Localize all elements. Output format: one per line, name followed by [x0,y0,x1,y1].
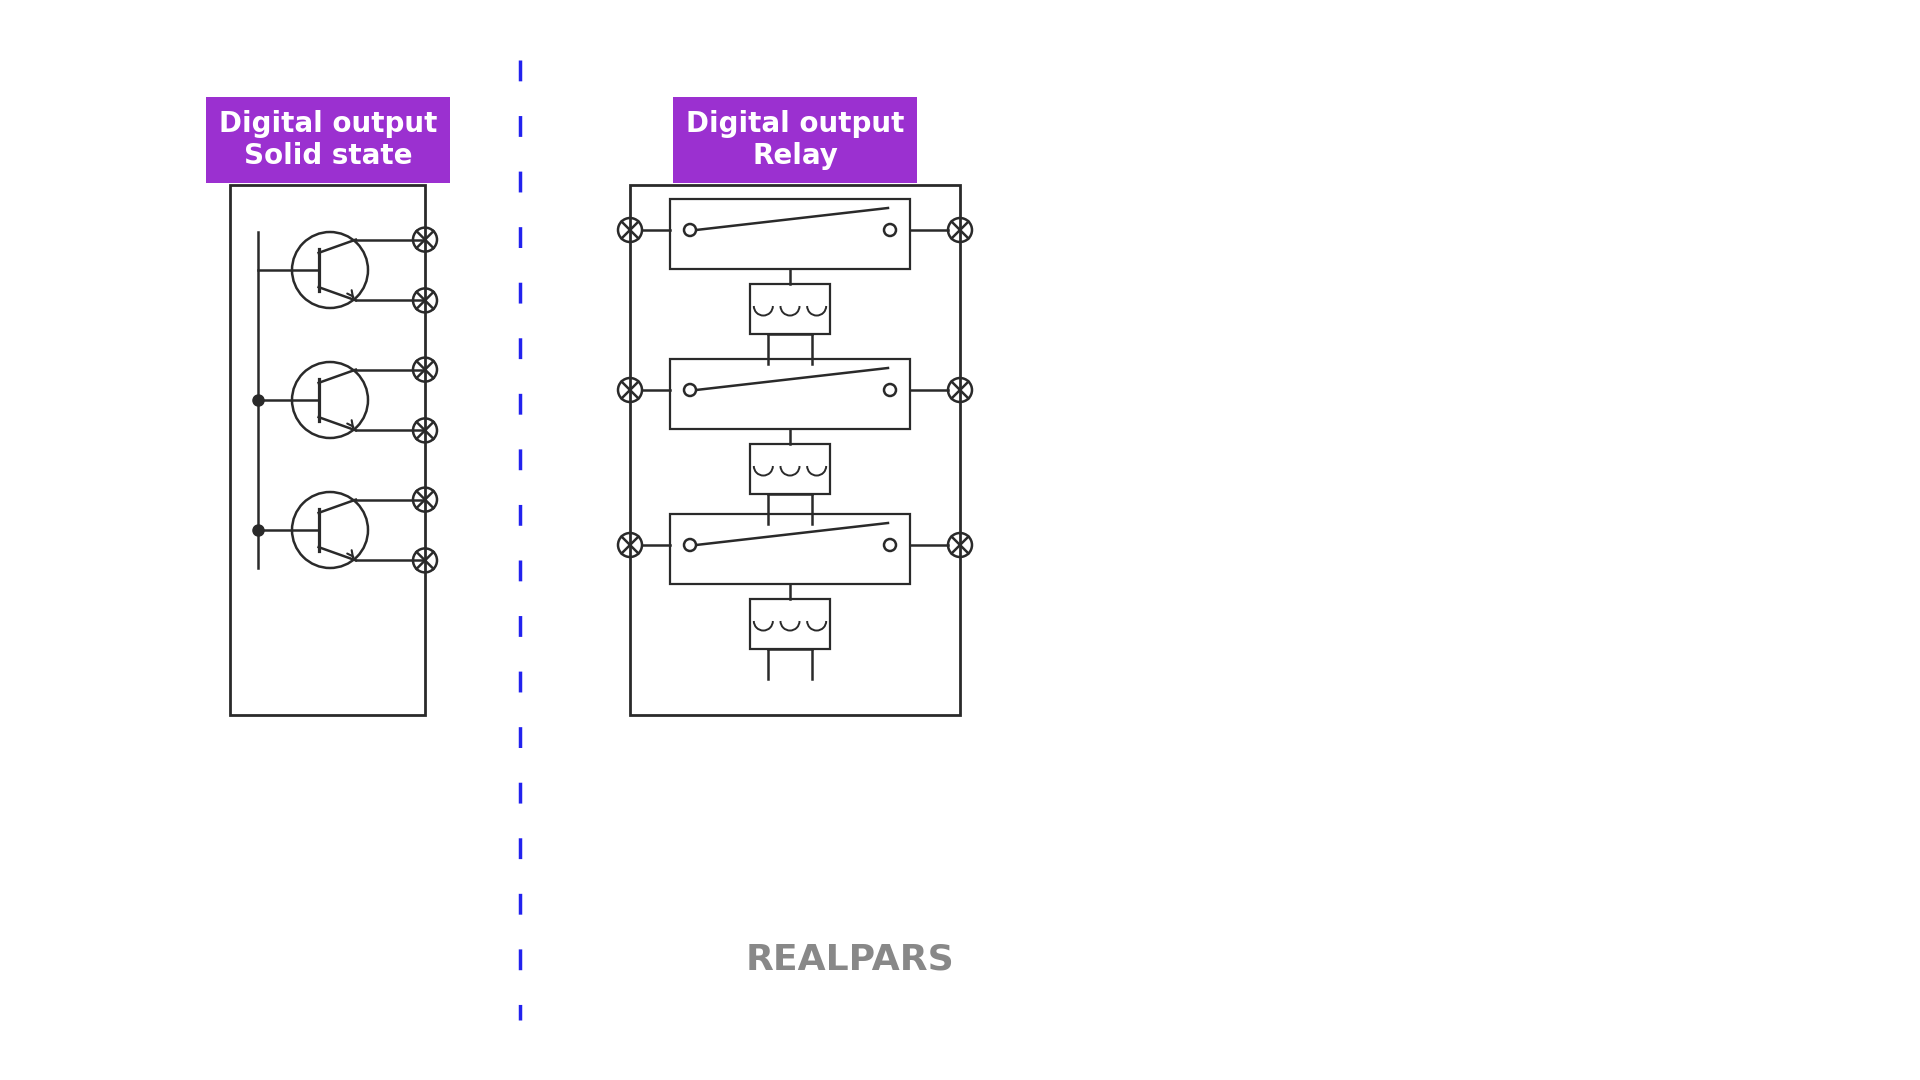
Circle shape [292,232,369,308]
Text: Digital output
Solid state: Digital output Solid state [219,110,438,171]
Bar [751,444,829,494]
Bar [670,199,910,269]
Bar [751,598,829,648]
Bar [230,185,424,715]
Circle shape [684,539,695,551]
Circle shape [883,384,897,396]
Circle shape [292,362,369,438]
Circle shape [684,224,695,237]
Bar [670,359,910,429]
Circle shape [883,224,897,237]
Bar [630,185,960,715]
Bar [751,283,829,334]
Circle shape [684,384,695,396]
Circle shape [883,539,897,551]
Text: REALPARS: REALPARS [745,943,954,977]
Text: Digital output
Relay: Digital output Relay [685,110,904,171]
Bar [670,513,910,583]
Circle shape [292,492,369,568]
